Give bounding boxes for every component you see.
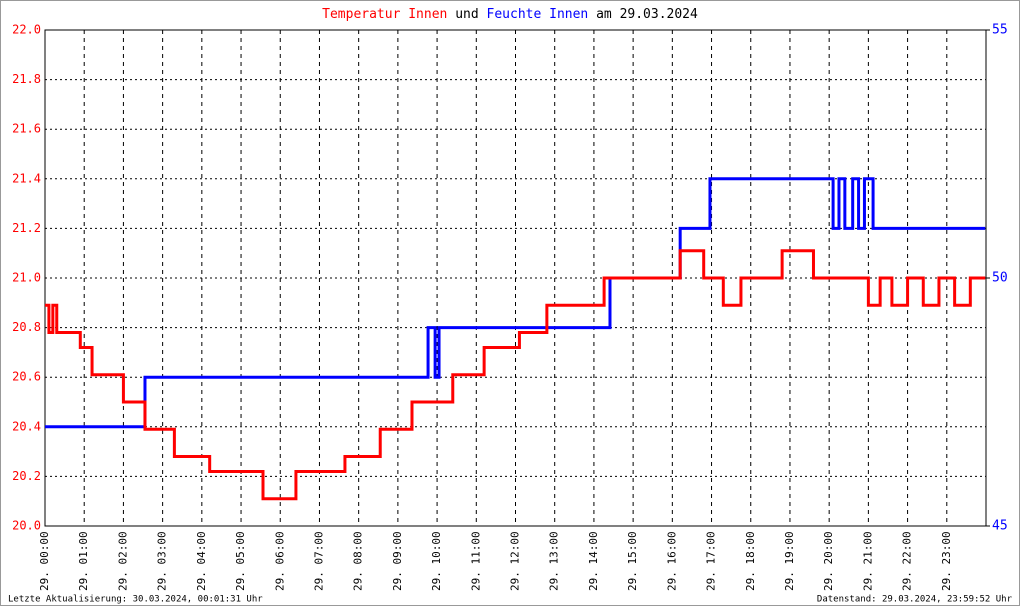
x-tick-label: 29. 11:00 xyxy=(469,531,482,591)
y-tick-label: 20.0 xyxy=(12,519,41,533)
x-tick-label: 29. 06:00 xyxy=(273,531,286,591)
y2-tick-label: 55 xyxy=(992,23,1008,38)
x-tick-label: 29. 20:00 xyxy=(822,531,835,591)
y-tick-label: 21.4 xyxy=(12,171,41,185)
x-tick-label: 29. 19:00 xyxy=(783,531,796,591)
y-tick-label: 21.6 xyxy=(12,122,41,136)
x-tick-label: 29. 01:00 xyxy=(77,531,90,591)
y-tick-label: 20.8 xyxy=(12,320,41,334)
x-tick-label: 29. 14:00 xyxy=(587,531,600,591)
title-part: Feuchte Innen xyxy=(487,7,589,22)
y-tick-label: 21.0 xyxy=(12,271,41,285)
x-tick-label: 29. 16:00 xyxy=(665,531,678,591)
x-tick-label: 29. 00:00 xyxy=(38,531,51,591)
data-line xyxy=(45,249,986,501)
y-tick-label: 21.8 xyxy=(12,72,41,86)
data-line xyxy=(45,177,986,429)
chart-title: Temperatur Innen und Feuchte Innen am 29… xyxy=(322,7,698,22)
title-part: am 29.03.2024 xyxy=(596,7,698,22)
title-part: und xyxy=(455,7,478,22)
y2-tick-label: 45 xyxy=(992,519,1008,534)
x-tick-label: 29. 05:00 xyxy=(234,531,247,591)
x-tick-label: 29. 09:00 xyxy=(391,531,404,591)
x-tick-label: 29. 03:00 xyxy=(156,531,169,591)
y-tick-label: 22.0 xyxy=(12,23,41,37)
x-tick-label: 29. 18:00 xyxy=(744,531,757,591)
x-tick-label: 29. 22:00 xyxy=(901,531,914,591)
footer-right: Datenstand: 29.03.2024, 23:59:52 Uhr xyxy=(817,595,1013,605)
x-tick-label: 29. 17:00 xyxy=(705,531,718,591)
title-part: Temperatur Innen xyxy=(322,7,447,22)
x-tick-label: 29. 07:00 xyxy=(312,531,325,591)
x-tick-label: 29. 12:00 xyxy=(509,531,522,591)
footer-left: Letzte Aktualisierung: 30.03.2024, 00:01… xyxy=(8,595,263,605)
x-tick-label: 29. 23:00 xyxy=(940,531,953,591)
x-tick-label: 29. 02:00 xyxy=(116,531,129,591)
y-tick-label: 21.2 xyxy=(12,221,41,235)
x-tick-label: 29. 13:00 xyxy=(548,531,561,591)
y-tick-label: 20.2 xyxy=(12,469,41,483)
x-tick-label: 29. 04:00 xyxy=(195,531,208,591)
x-tick-label: 29. 10:00 xyxy=(430,531,443,591)
plot-frame xyxy=(44,29,987,527)
x-tick-label: 29. 21:00 xyxy=(861,531,874,591)
x-tick-label: 29. 15:00 xyxy=(626,531,639,591)
y2-tick-label: 50 xyxy=(992,271,1008,286)
x-tick-label: 29. 08:00 xyxy=(352,531,365,591)
y-tick-label: 20.4 xyxy=(12,419,41,433)
y-tick-label: 20.6 xyxy=(12,370,41,384)
